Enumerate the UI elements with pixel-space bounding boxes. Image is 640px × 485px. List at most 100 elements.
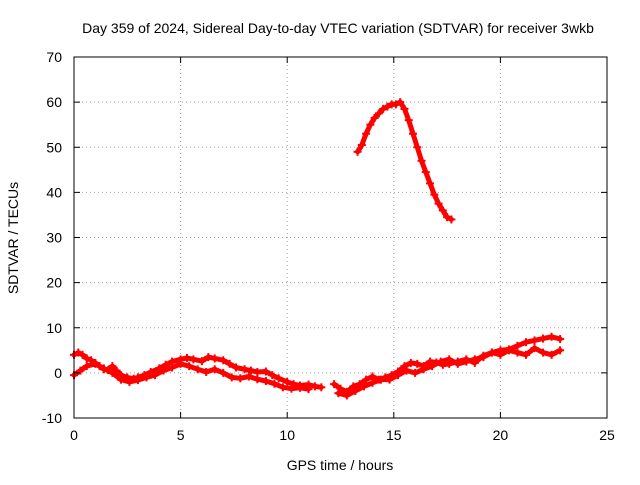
data-point xyxy=(261,376,270,385)
data-point xyxy=(219,368,228,377)
y-tick-label: 30 xyxy=(46,230,62,246)
data-point xyxy=(539,348,548,357)
data-point xyxy=(521,338,530,347)
data-point xyxy=(513,341,522,350)
data-point xyxy=(462,357,471,366)
data-point xyxy=(370,113,379,122)
data-point xyxy=(366,120,375,129)
data-point xyxy=(236,374,245,383)
y-tick-label: 60 xyxy=(46,94,62,110)
data-point xyxy=(91,359,100,368)
y-tick-label: 20 xyxy=(46,275,62,291)
data-point xyxy=(513,348,522,357)
data-point xyxy=(374,109,383,118)
data-point xyxy=(304,385,313,394)
data-point xyxy=(116,375,125,384)
data-point xyxy=(359,382,368,391)
data-point xyxy=(404,116,413,125)
data-point xyxy=(539,334,548,343)
data-point xyxy=(479,353,488,362)
data-point xyxy=(204,353,213,362)
data-point xyxy=(125,377,134,386)
data-point xyxy=(108,362,117,371)
data-point xyxy=(197,357,206,366)
data-point xyxy=(185,362,194,371)
data-point xyxy=(470,355,479,364)
data-point xyxy=(246,366,255,375)
data-point xyxy=(351,386,360,395)
data-point xyxy=(219,356,228,365)
series-layer xyxy=(70,98,565,400)
y-tick-label: 70 xyxy=(46,49,62,65)
data-point xyxy=(82,354,91,363)
data-point xyxy=(353,147,362,156)
data-point xyxy=(402,366,411,375)
data-point xyxy=(270,379,279,388)
x-tick-label: 15 xyxy=(386,427,402,443)
data-point xyxy=(421,168,430,177)
data-point xyxy=(268,371,277,380)
data-point xyxy=(430,190,439,199)
data-point xyxy=(445,355,454,364)
data-point xyxy=(317,383,326,392)
data-point xyxy=(530,344,539,353)
data-point xyxy=(368,378,377,387)
y-tick-label: 10 xyxy=(46,320,62,336)
data-point xyxy=(391,100,400,109)
data-point xyxy=(362,129,371,138)
data-point xyxy=(487,348,496,357)
x-axis-label: GPS time / hours xyxy=(287,457,394,473)
data-point xyxy=(447,215,456,224)
data-point xyxy=(202,367,211,376)
data-point xyxy=(504,346,513,355)
data-point xyxy=(496,350,505,359)
data-point xyxy=(82,362,91,371)
data-point xyxy=(151,371,160,380)
data-point xyxy=(394,371,403,380)
data-point xyxy=(133,376,142,385)
data-point xyxy=(436,357,445,366)
data-point xyxy=(283,377,292,386)
data-point xyxy=(78,350,87,359)
data-point xyxy=(408,129,417,138)
data-point xyxy=(428,362,437,371)
data-point xyxy=(330,380,339,389)
data-point xyxy=(193,365,202,374)
data-point xyxy=(556,335,565,344)
data-point xyxy=(142,373,151,382)
y-tick-label: 50 xyxy=(46,139,62,155)
data-point xyxy=(396,98,405,107)
data-point xyxy=(411,368,420,377)
data-point xyxy=(76,366,85,375)
data-point xyxy=(434,199,443,208)
data-point xyxy=(377,375,386,384)
data-point xyxy=(443,213,452,222)
data-point xyxy=(547,332,556,341)
x-tick-label: 5 xyxy=(177,427,185,443)
data-point xyxy=(168,363,177,372)
data-point xyxy=(74,348,83,357)
chart-title: Day 359 of 2024, Sidereal Day-to-day VTE… xyxy=(82,20,594,36)
data-point xyxy=(108,368,117,377)
data-point xyxy=(521,350,530,359)
x-tick-label: 25 xyxy=(599,427,615,443)
data-point xyxy=(547,350,556,359)
data-point xyxy=(210,354,219,363)
data-point xyxy=(342,391,351,400)
tick-layer: 0 5 10 15 20 25 -10 0 10 20 30 40 50 60 70 xyxy=(42,49,615,443)
data-point xyxy=(278,383,287,392)
data-point xyxy=(189,355,198,364)
data-point xyxy=(295,383,304,392)
data-point xyxy=(417,156,426,165)
x-tick-label: 20 xyxy=(493,427,509,443)
data-point xyxy=(232,363,241,372)
data-point xyxy=(99,364,108,373)
y-tick-label: 40 xyxy=(46,184,62,200)
data-point xyxy=(274,374,283,383)
data-point xyxy=(400,104,409,113)
y-axis-label: SDTVAR / TECUs xyxy=(5,182,21,294)
data-point xyxy=(261,367,270,376)
data-point xyxy=(253,367,262,376)
